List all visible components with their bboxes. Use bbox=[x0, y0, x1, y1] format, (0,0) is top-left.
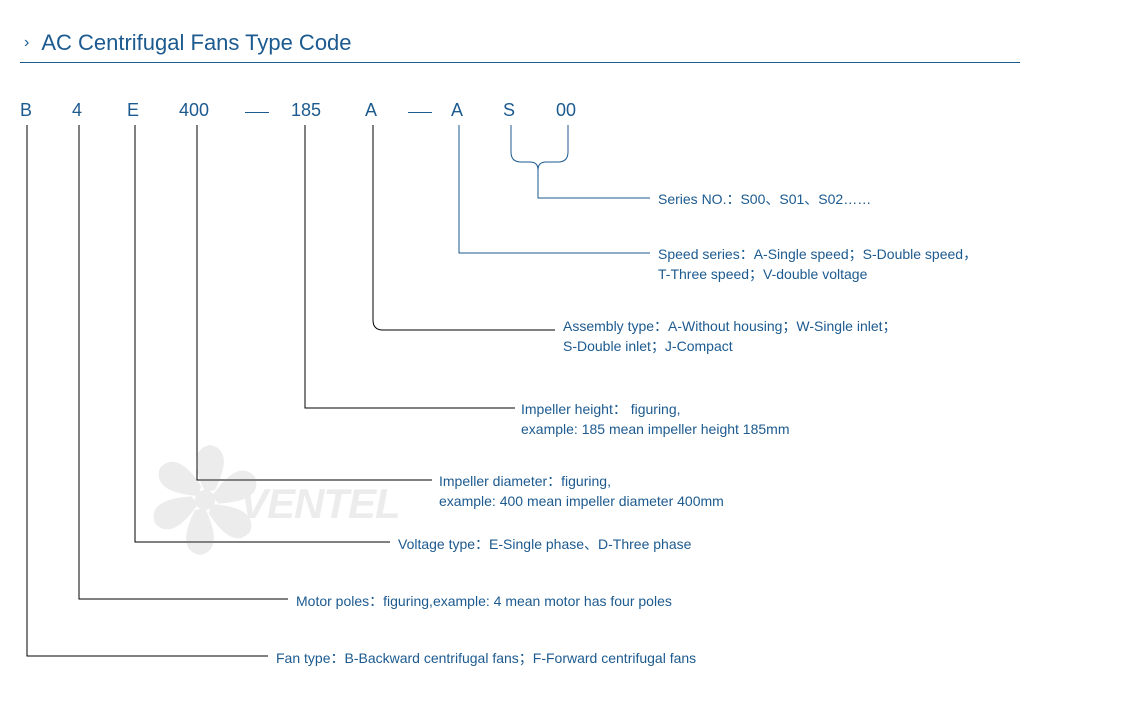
description-1: Speed series：A-Single speed；S-Double spe… bbox=[658, 245, 977, 284]
description-0: Series NO.：S00、S01、S02…… bbox=[658, 190, 871, 210]
description-7: Fan type：B-Backward centrifugal fans；F-F… bbox=[276, 649, 696, 669]
description-3: Impeller height： figuring,example: 185 m… bbox=[521, 400, 789, 439]
description-5: Voltage type：E-Single phase、D-Three phas… bbox=[398, 535, 691, 555]
description-2: Assembly type：A-Without housing；W-Single… bbox=[563, 317, 897, 356]
description-6: Motor poles：figuring,example: 4 mean mot… bbox=[296, 592, 672, 612]
description-4: Impeller diameter：figuring,example: 400 … bbox=[439, 472, 724, 511]
